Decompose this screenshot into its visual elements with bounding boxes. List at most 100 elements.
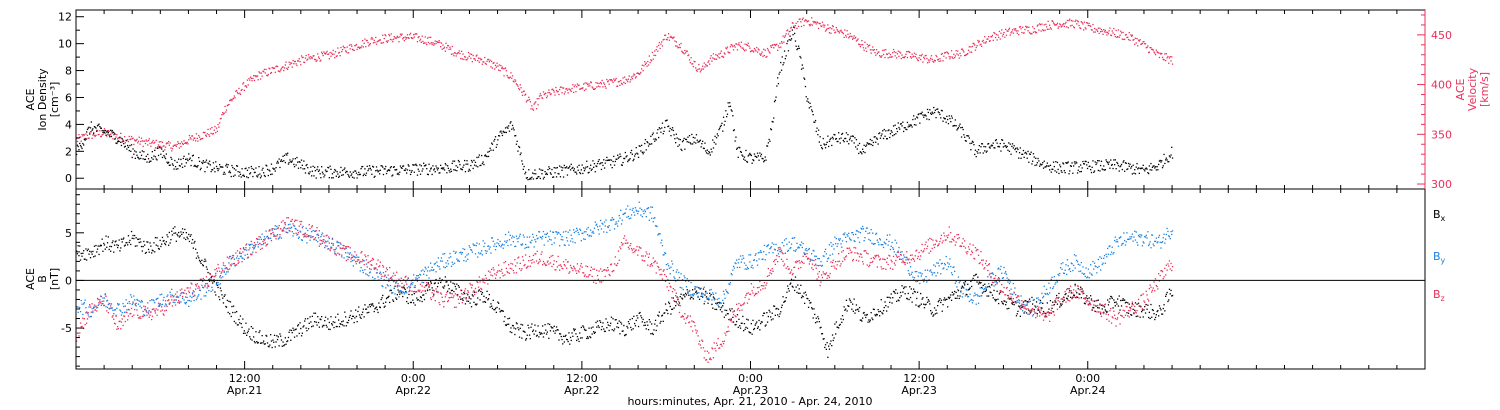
bx-point: [644, 324, 647, 326]
bx-point: [995, 299, 997, 301]
by-point: [457, 259, 460, 261]
velocity-point: [123, 136, 126, 138]
density-point: [855, 139, 858, 141]
by-point: [308, 235, 310, 237]
bx-point: [604, 330, 606, 333]
velocity-point: [721, 55, 723, 58]
by-point: [233, 258, 235, 260]
density-point: [967, 135, 969, 137]
density-point: [360, 168, 362, 170]
density-point: [579, 172, 582, 175]
velocity-point: [334, 51, 337, 53]
bx-point: [292, 327, 294, 329]
velocity-point: [793, 25, 795, 27]
density-point: [996, 142, 998, 144]
density-point: [626, 155, 628, 157]
density-point: [977, 149, 980, 151]
velocity-point: [192, 139, 194, 141]
bx-point: [843, 306, 845, 308]
density-point: [239, 173, 242, 175]
velocity-point: [506, 74, 508, 77]
by-point: [592, 230, 594, 233]
density-point: [749, 154, 752, 156]
velocity-point: [134, 139, 136, 141]
density-point: [1115, 168, 1117, 170]
bx-point: [289, 329, 291, 331]
density-point: [456, 170, 458, 172]
density-point: [445, 164, 447, 166]
bx-point: [960, 290, 962, 292]
velocity-point: [1143, 41, 1145, 43]
density-point: [165, 153, 167, 155]
by-point: [362, 271, 364, 274]
bx-point: [1109, 298, 1111, 300]
velocity-point: [885, 49, 887, 51]
velocity-point: [995, 33, 997, 36]
velocity-point: [736, 49, 739, 51]
velocity-point: [932, 60, 934, 62]
by-point: [196, 297, 198, 299]
density-point: [386, 170, 388, 172]
density-point: [414, 164, 416, 166]
density-point: [681, 141, 684, 143]
density-point: [521, 163, 524, 165]
by-point: [453, 262, 456, 264]
by-point: [117, 303, 119, 305]
bx-point: [617, 322, 619, 324]
by-point: [500, 246, 502, 248]
velocity-point: [972, 42, 974, 44]
bx-point: [593, 331, 595, 333]
density-point: [348, 176, 351, 178]
density-point: [89, 127, 92, 129]
bx-point: [804, 291, 807, 293]
by-point: [607, 226, 609, 228]
by-point: [154, 302, 156, 304]
velocity-point: [1035, 32, 1037, 34]
velocity-point: [772, 44, 774, 46]
density-point: [798, 47, 800, 49]
density-point: [700, 146, 702, 148]
velocity-point: [1015, 30, 1018, 32]
bx-point: [829, 343, 831, 345]
bx-point: [337, 313, 339, 315]
velocity-point: [498, 69, 500, 71]
bx-point: [480, 290, 482, 293]
bx-point: [978, 281, 980, 283]
velocity-point: [267, 73, 269, 76]
bx-point: [355, 315, 358, 318]
by-point: [102, 297, 104, 299]
velocity-point: [585, 88, 587, 90]
velocity-point: [536, 98, 538, 100]
bx-point: [528, 327, 530, 329]
bx-point: [926, 296, 928, 299]
bx-point: [444, 276, 446, 278]
bx-point: [1053, 304, 1055, 306]
bx-point: [786, 291, 788, 293]
velocity-point: [480, 59, 482, 61]
density-point: [202, 162, 204, 165]
density-point: [572, 166, 574, 169]
by-point: [310, 235, 312, 237]
density-point: [597, 160, 599, 163]
bx-point: [569, 343, 571, 345]
bx-point: [368, 304, 371, 306]
velocity-point: [1018, 34, 1020, 36]
bx-point: [508, 317, 511, 319]
by-point: [249, 247, 251, 249]
bx-point: [397, 289, 399, 291]
bx-point: [117, 246, 119, 249]
bx-point: [656, 325, 658, 327]
bx-point: [937, 305, 939, 307]
bx-point: [952, 294, 954, 296]
bx-point: [566, 338, 568, 341]
velocity-point: [198, 134, 200, 137]
density-point: [311, 175, 313, 177]
velocity-point: [238, 87, 240, 90]
velocity-point: [513, 81, 515, 83]
bx-point: [1054, 300, 1056, 302]
by-point: [266, 236, 268, 238]
density-point: [750, 154, 752, 157]
bx-point: [107, 236, 109, 238]
velocity-point: [497, 65, 499, 67]
velocity-point: [617, 85, 619, 87]
